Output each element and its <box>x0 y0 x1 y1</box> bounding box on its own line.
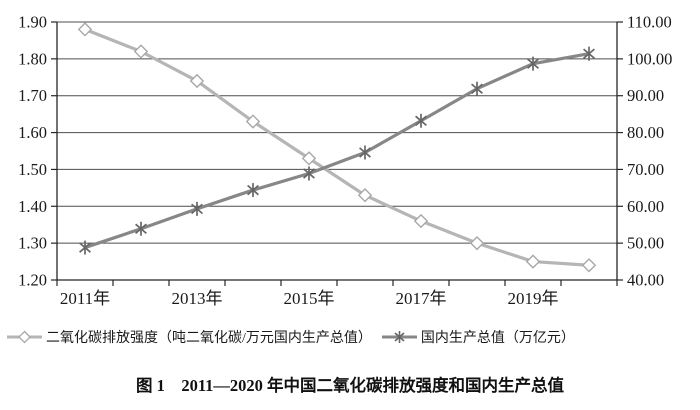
data-point-marker-0 <box>301 151 317 166</box>
right-axis-tick-label: 60.00 <box>627 197 664 216</box>
data-point-marker-0 <box>469 235 485 251</box>
series-line-0 <box>84 27 590 267</box>
data-point-marker-0 <box>77 22 93 37</box>
data-point-marker-1 <box>527 58 539 69</box>
left-axis-tick-label: 1.90 <box>18 13 47 32</box>
data-point-marker-1 <box>303 168 315 179</box>
right-axis-tick-label: 110.00 <box>627 13 672 32</box>
data-point-marker-0 <box>357 188 373 203</box>
data-point-marker-1 <box>191 203 203 215</box>
data-point-marker-0 <box>133 44 149 59</box>
data-point-marker-1 <box>471 83 483 94</box>
legend-item-gdp: 国内生产总值（万亿元） <box>381 327 575 347</box>
data-point-marker-0 <box>245 114 261 129</box>
chart-legend: 二氧化碳排放强度（吨二氧化碳/万元国内生产总值） 国内生产总值（万亿元） <box>6 327 696 347</box>
left-axis-tick-label: 1.60 <box>18 123 47 142</box>
asterisk-series-legend-icon <box>381 331 417 343</box>
data-point-marker-0 <box>525 254 541 269</box>
data-point-marker-1 <box>135 223 147 235</box>
figure-caption: 图 1 2011—2020 年中国二氧化碳排放强度和国内生产总值 <box>135 376 565 395</box>
right-axis-tick-label: 100.00 <box>627 49 672 68</box>
left-axis-tick-label: 1.80 <box>18 49 47 68</box>
x-axis-tick-label: 2011年 <box>60 289 110 308</box>
right-axis-tick-label: 90.00 <box>627 86 664 105</box>
series-line-1 <box>84 52 590 250</box>
line-chart-plot-area: 1.20 40.00 1.30 50.00 1.40 60.00 1.50 70.00 1.60… <box>18 13 672 309</box>
left-axis-tick-label: 1.40 <box>18 197 47 216</box>
x-axis-tick-label: 2015年 <box>284 289 335 308</box>
right-axis-tick-label: 50.00 <box>627 234 664 253</box>
data-point-marker-1 <box>79 242 91 253</box>
left-axis-tick-label: 1.30 <box>18 234 47 253</box>
data-point-marker-0 <box>189 73 205 89</box>
x-axis-tick-label: 2019年 <box>508 289 559 308</box>
data-point-marker-0 <box>581 258 597 273</box>
diamond-series-legend-icon <box>7 330 42 344</box>
legend-label-co2-intensity: 二氧化碳排放强度（吨二氧化碳/万元国内生产总值） <box>46 331 372 346</box>
right-axis-tick-label: 80.00 <box>627 123 664 142</box>
x-axis-tick-label: 2017年 <box>396 289 447 308</box>
left-axis-tick-label: 1.70 <box>18 86 47 105</box>
right-axis-tick-label: 70.00 <box>627 160 664 179</box>
right-axis-tick-label: 40.00 <box>627 271 664 290</box>
legend-item-co2-intensity: 二氧化碳排放强度（吨二氧化碳/万元国内生产总值） <box>6 327 372 347</box>
data-point-marker-1 <box>247 184 259 196</box>
data-point-marker-0 <box>413 213 429 229</box>
data-point-marker-1 <box>415 115 427 127</box>
left-axis-tick-label: 1.20 <box>18 271 47 290</box>
legend-label-gdp: 国内生产总值（万亿元） <box>420 331 575 346</box>
data-point-marker-1 <box>583 48 595 59</box>
x-axis-tick-label: 2013年 <box>172 289 223 308</box>
left-axis-tick-label: 1.50 <box>18 160 47 179</box>
data-point-marker-1 <box>359 147 371 158</box>
